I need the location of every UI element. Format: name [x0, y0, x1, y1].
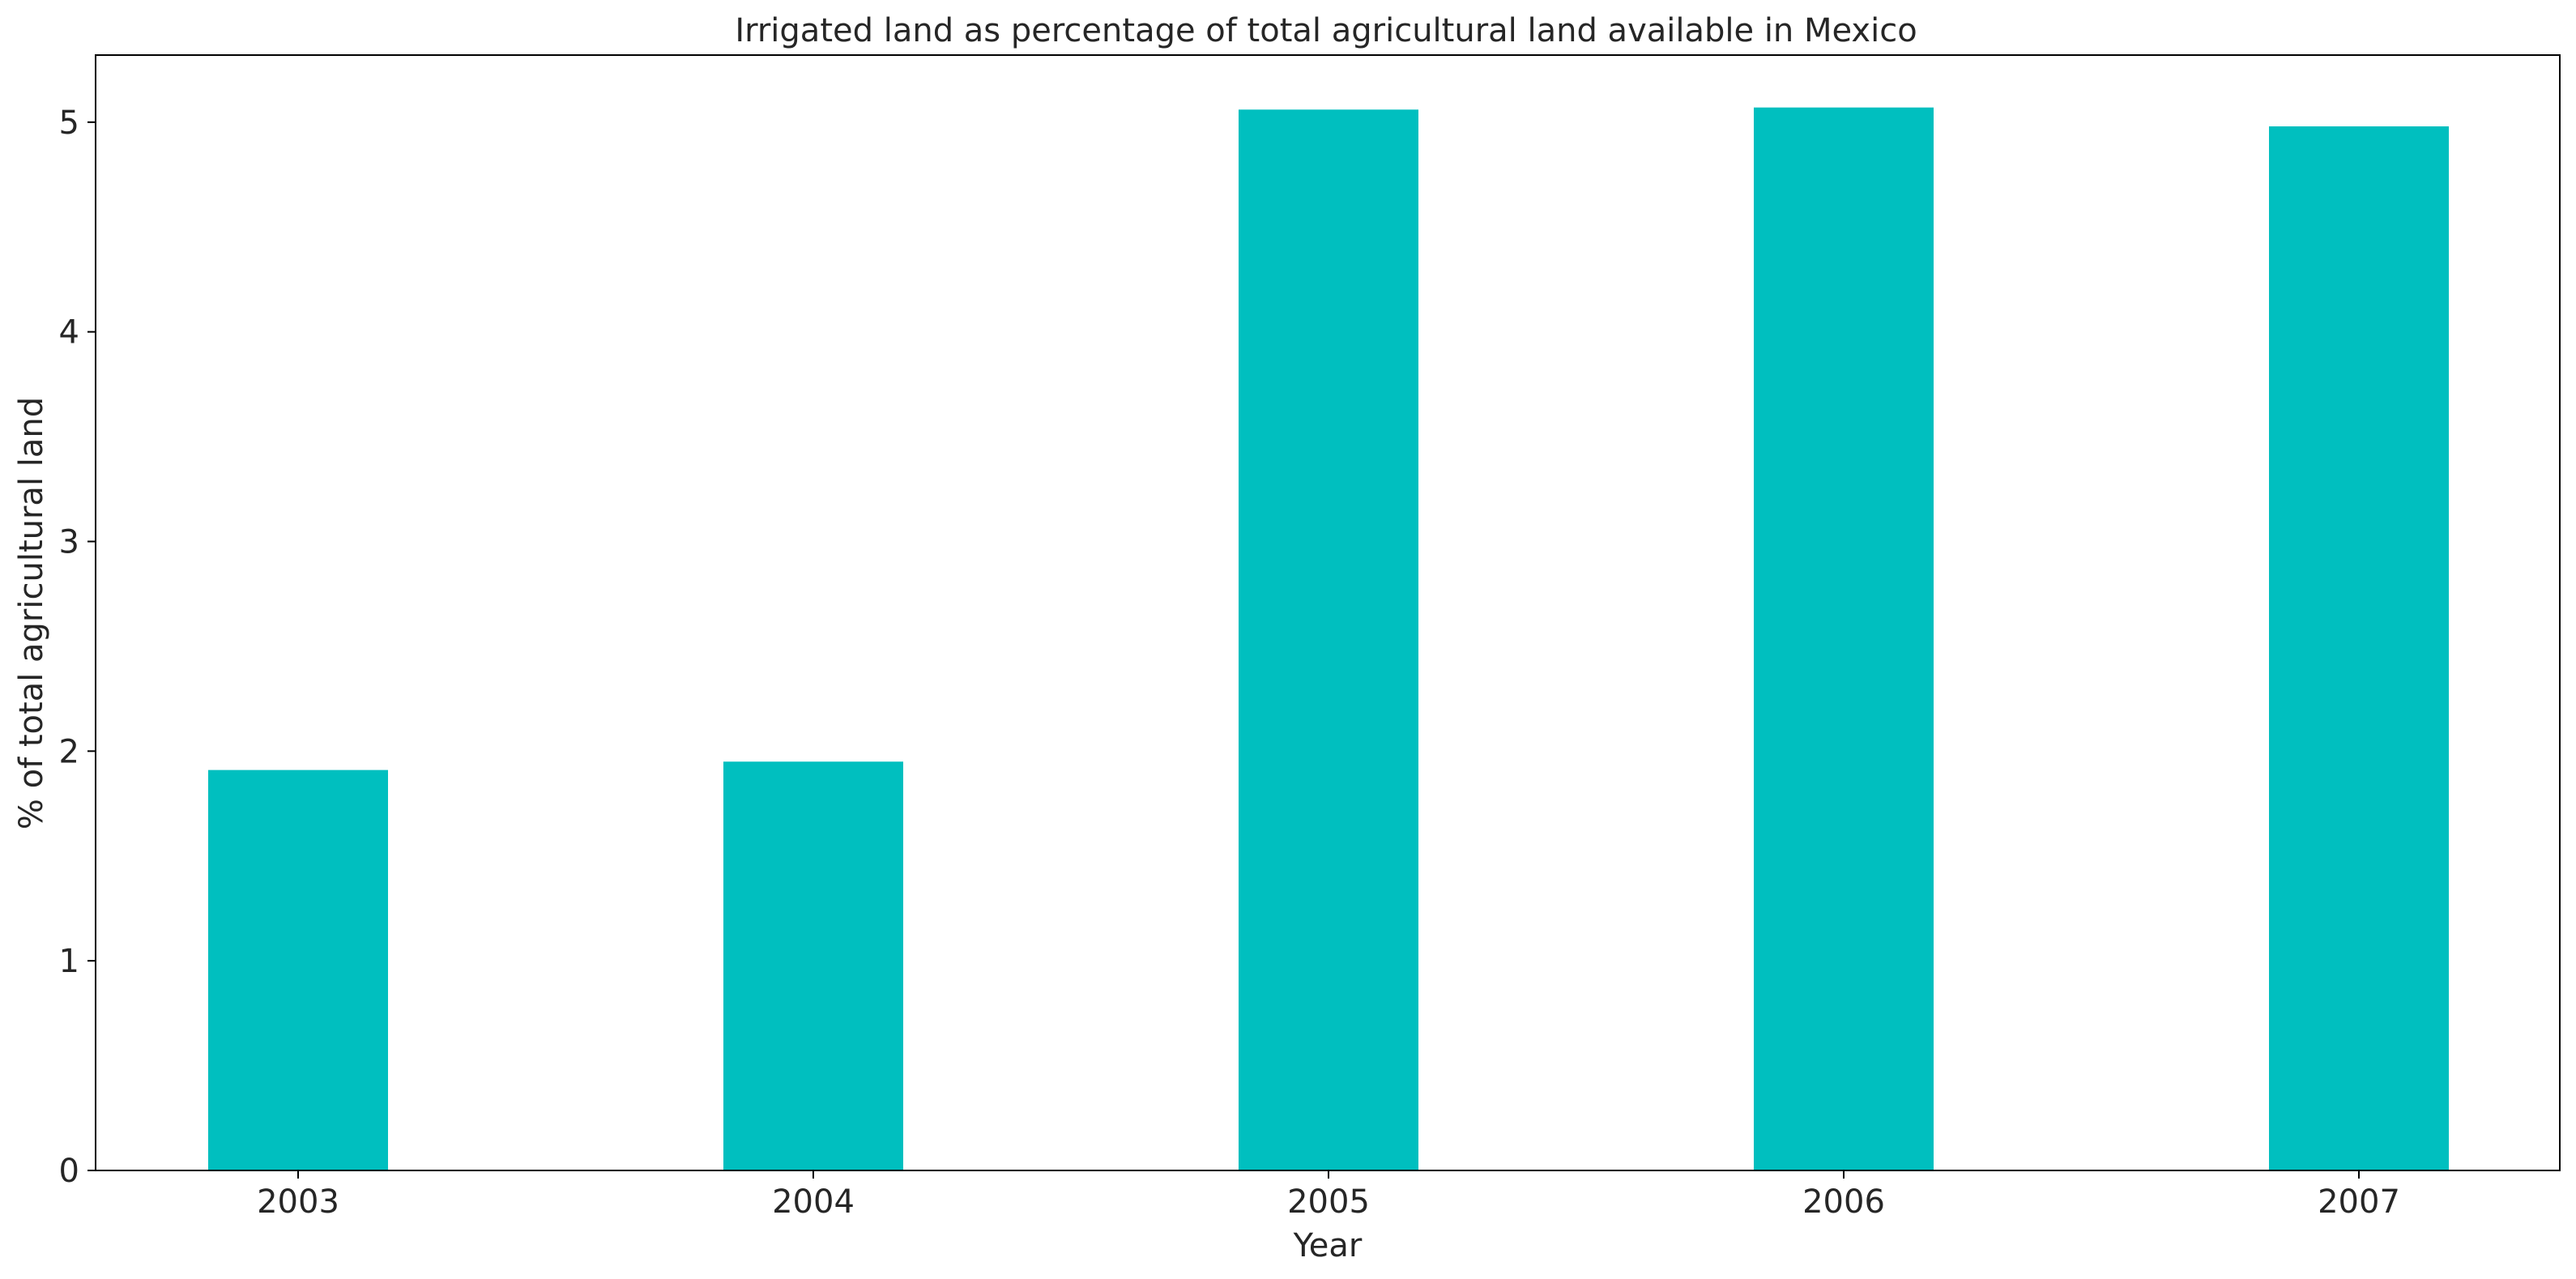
y-axis: 0 1 2 3 4 5 [59, 104, 96, 1190]
bar-2004 [723, 761, 903, 1170]
chart-title: Irrigated land as percentage of total ag… [735, 12, 1917, 49]
bars-layer [208, 107, 2449, 1171]
y-tick-label-0: 0 [59, 1153, 79, 1190]
y-tick-label-2: 2 [59, 733, 79, 770]
bar-2005 [1239, 109, 1418, 1170]
bar-2007 [2269, 126, 2449, 1170]
y-tick-label-1: 1 [59, 943, 79, 980]
y-tick-label-4: 4 [59, 314, 79, 352]
x-axis-label: Year [1293, 1227, 1363, 1264]
x-tick-label-2003: 2003 [257, 1183, 339, 1221]
x-tick-label-2004: 2004 [772, 1183, 855, 1221]
y-axis-label: % of total agricultural land [13, 397, 50, 829]
x-tick-label-2007: 2007 [2318, 1183, 2400, 1221]
x-tick-label-2005: 2005 [1287, 1183, 1370, 1221]
y-tick-label-3: 3 [59, 523, 79, 561]
bar-2003 [208, 770, 388, 1170]
x-axis: 2003 2004 2005 2006 2007 [257, 1170, 2400, 1221]
bar-2006 [1754, 107, 1934, 1171]
y-tick-label-5: 5 [59, 104, 79, 142]
x-tick-label-2006: 2006 [1802, 1183, 1885, 1221]
